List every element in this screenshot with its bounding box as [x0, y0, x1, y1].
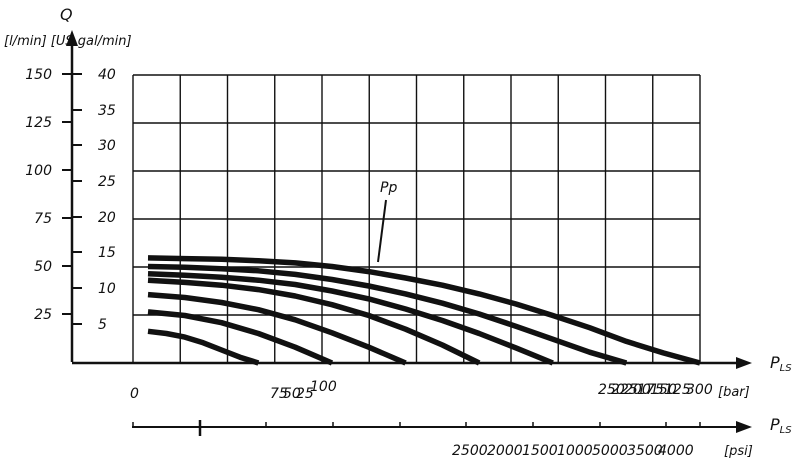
psi-tick-label: 2000 — [487, 443, 523, 459]
psi-tick-label: 4000 — [658, 443, 694, 459]
y-axis-label: Q — [60, 5, 73, 24]
flow-curve — [147, 263, 628, 366]
flow-curve — [147, 291, 407, 366]
bar-tick-label: 225 — [611, 382, 638, 398]
x-axis-psi-label: PLS — [770, 415, 792, 436]
bar-tick-label: 200 — [624, 382, 651, 398]
gpm-tick-label: 15 — [98, 245, 116, 261]
x-axis-bar-label: PLS — [770, 353, 792, 374]
x-axis-bar-unit: [bar] — [718, 385, 750, 400]
flow-curve — [147, 270, 554, 366]
lpm-tick-label: 25 — [34, 307, 52, 323]
lpm-tick-label: 100 — [25, 163, 52, 179]
flow-curve — [147, 277, 481, 366]
bar-tick-label: 175 — [637, 382, 664, 398]
y-axis-ticks: 25 50 75 100 125 150 5 10 15 20 25 30 35 40 — [25, 67, 116, 333]
bar-tick-label: 75 — [270, 386, 288, 402]
bar-tick-label: 25 — [296, 386, 314, 402]
psi-tick-label: 1500 — [522, 443, 558, 459]
bar-tick-label: 300 — [686, 382, 713, 398]
gpm-tick-label: 10 — [98, 281, 116, 297]
flow-curves — [147, 255, 701, 366]
psi-tick-label: 5000 — [592, 443, 628, 459]
gpm-tick-label: 5 — [98, 317, 107, 333]
lpm-tick-label: 75 — [34, 211, 52, 227]
psi-tick-label: 1000 — [557, 443, 593, 459]
lpm-tick-label: 50 — [34, 259, 52, 275]
bar-tick-label: 125 — [664, 382, 691, 398]
gpm-tick-label: 35 — [98, 103, 116, 119]
bar-tick-label: 50 — [283, 386, 301, 402]
gpm-tick-label: 30 — [98, 138, 116, 154]
flow-curve — [147, 255, 701, 366]
bar-tick-label: 250 — [598, 382, 625, 398]
x-axis-psi-unit: [psi] — [724, 444, 753, 459]
pp-series-label: Pp — [380, 180, 397, 196]
x-axis-bar-arrow — [736, 357, 752, 369]
pp-leader-line — [377, 199, 387, 263]
lpm-tick-label: 150 — [25, 67, 52, 83]
gpm-tick-label: 40 — [98, 67, 116, 83]
lpm-tick-label: 125 — [25, 115, 52, 131]
bar-tick-label: 100 — [310, 379, 337, 395]
y-axis-units: [l/min] [US gal/min] — [4, 34, 132, 49]
flow-curve — [147, 309, 334, 366]
gpm-tick-label: 25 — [98, 174, 116, 190]
chart-grid — [132, 74, 701, 364]
bar-tick-label: 150 — [650, 382, 677, 398]
gpm-tick-label: 20 — [98, 210, 116, 226]
flow-curve — [147, 328, 260, 366]
x-axis-psi-arrow — [736, 421, 752, 433]
psi-tick-label: 2500 — [452, 443, 488, 459]
bar-tick-label: 0 — [130, 386, 139, 402]
y-axis-arrow — [66, 30, 78, 46]
psi-tick-label: 3500 — [627, 443, 663, 459]
